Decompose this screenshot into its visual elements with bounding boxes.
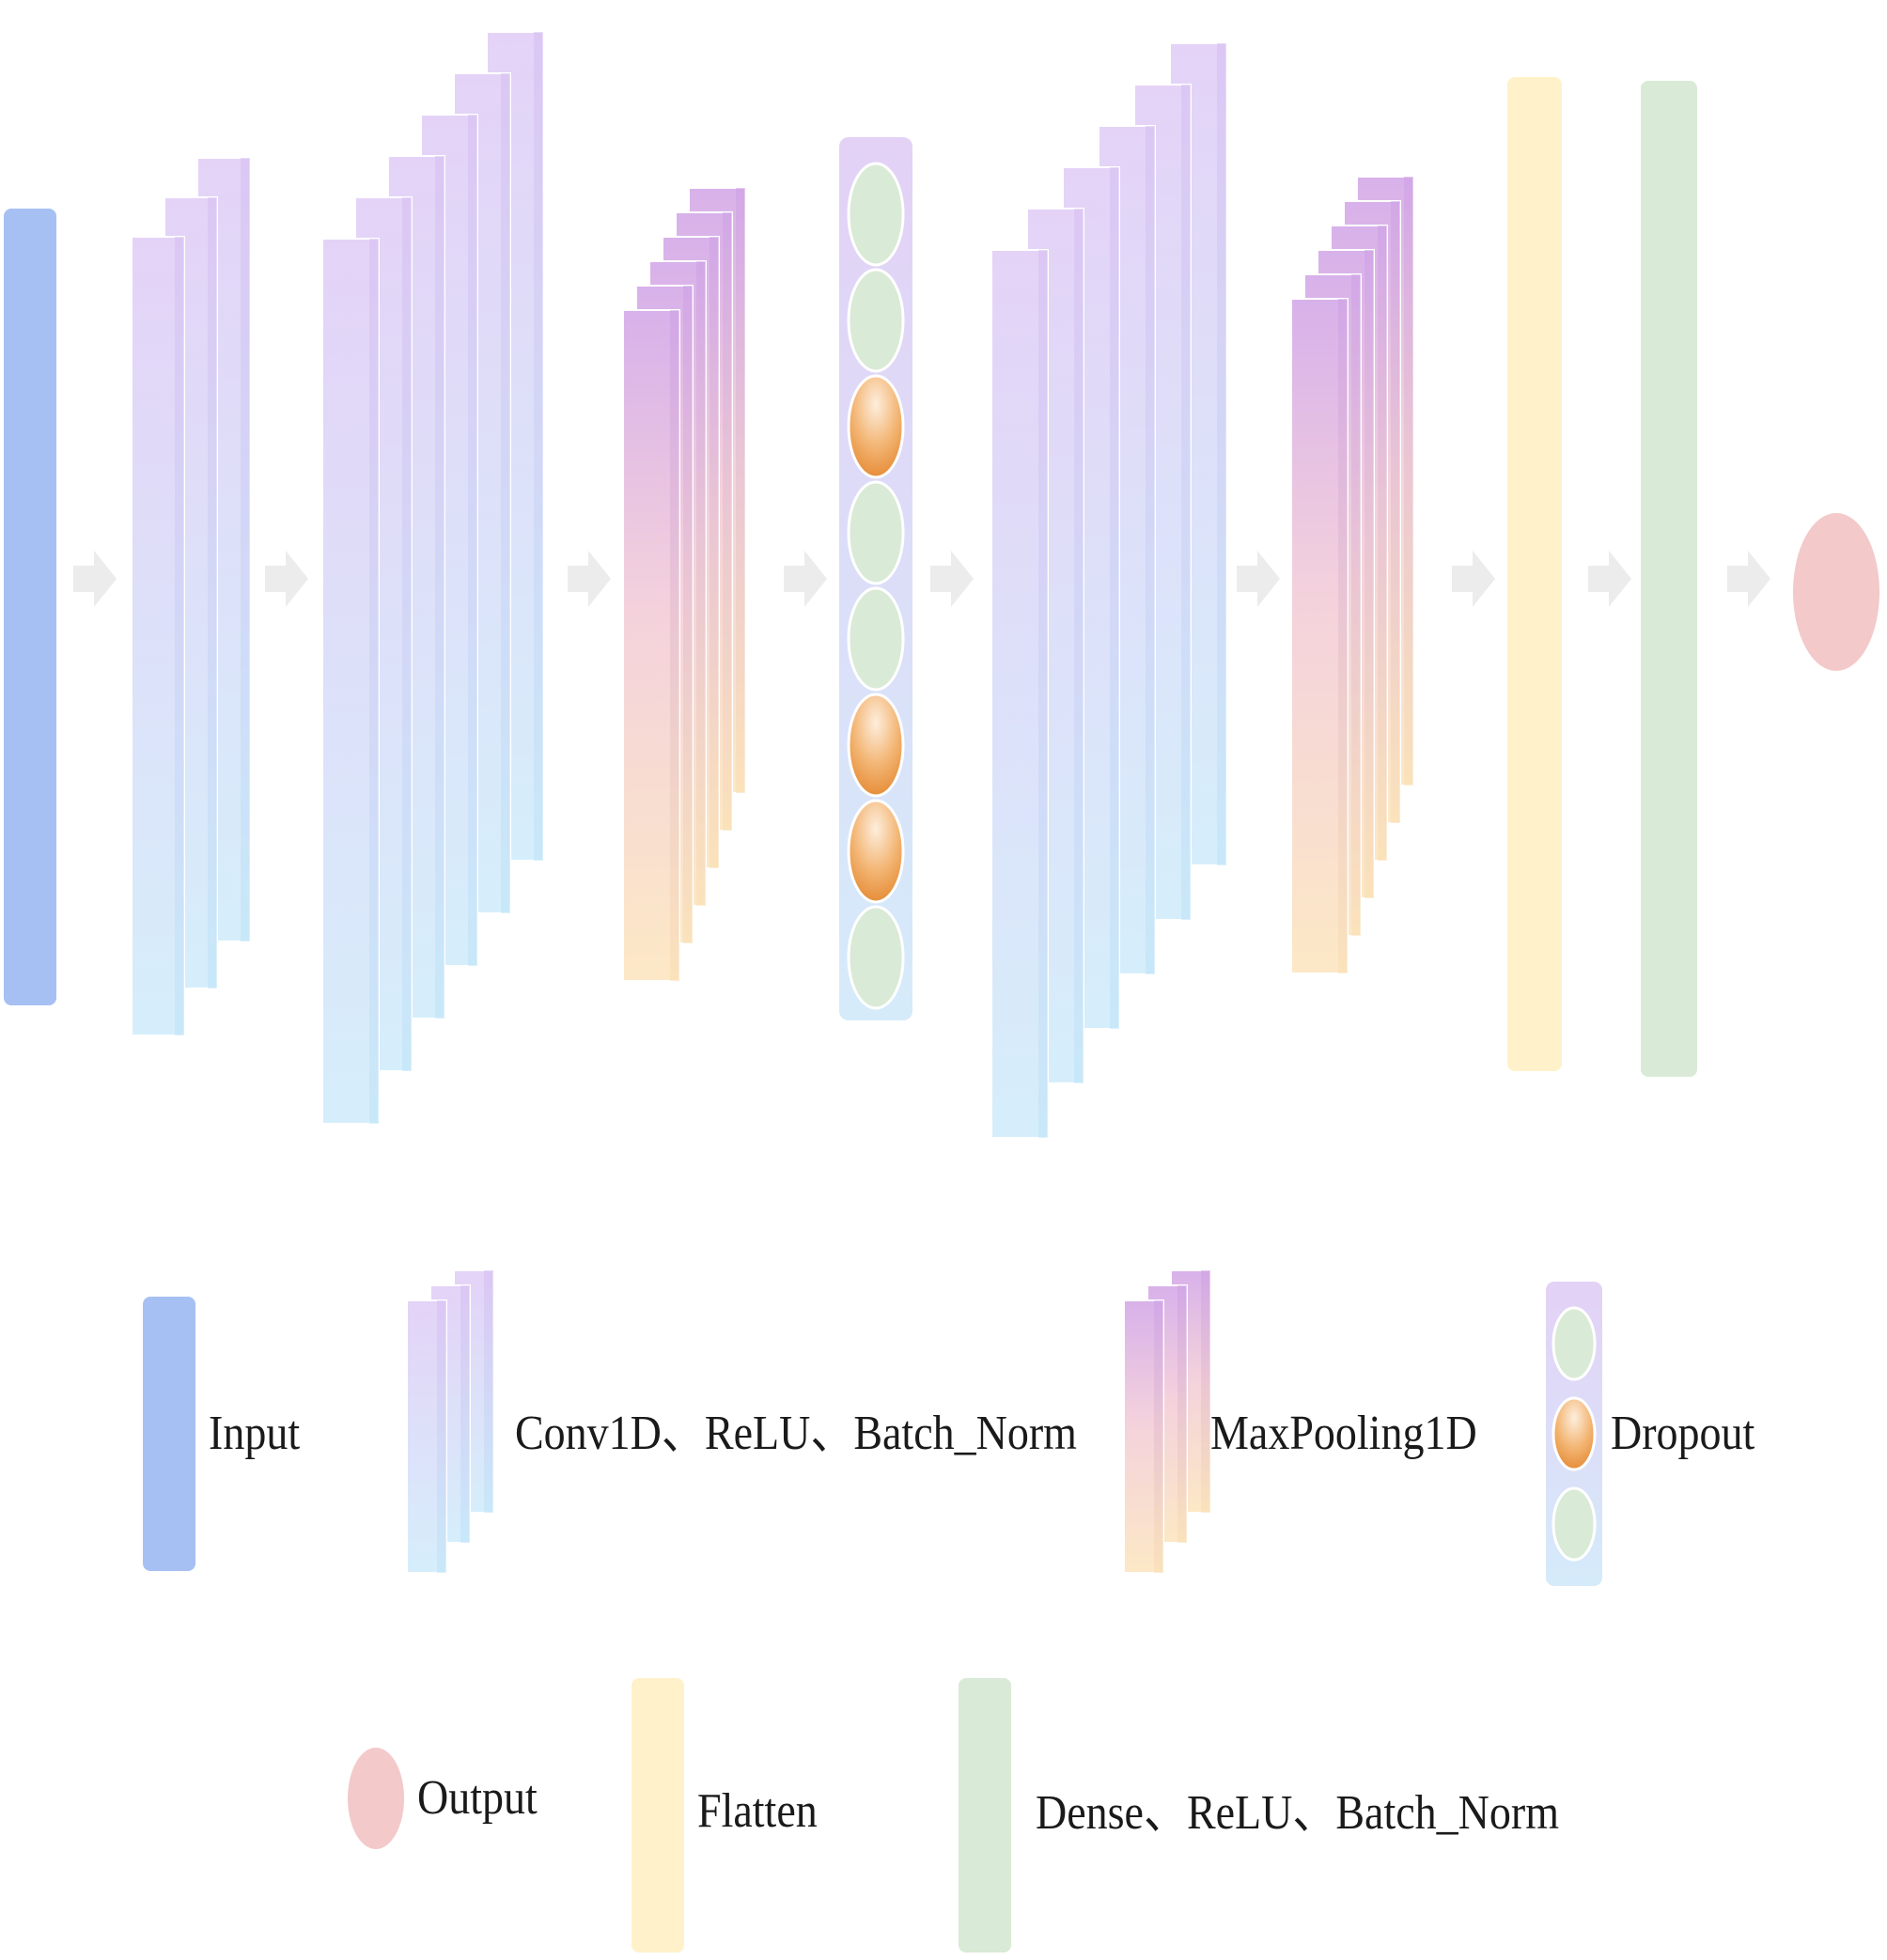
conv-slice-edge — [1110, 167, 1119, 1029]
pool-slice-edge — [1338, 299, 1348, 973]
dropout-kept-node — [847, 905, 905, 1010]
pool-slice-edge — [723, 212, 732, 831]
legend-dense-swatch — [959, 1678, 1011, 1952]
legend-flatten-swatch — [632, 1678, 684, 1952]
dropout-kept-node — [847, 480, 905, 585]
conv-slice-edge — [1181, 85, 1191, 920]
legend — [143, 1269, 1602, 1952]
legend-pool-swatch — [1123, 1269, 1211, 1574]
network-row — [4, 31, 1879, 1139]
pool-slice-edge — [696, 261, 706, 906]
conv-slice-edge — [1038, 250, 1048, 1138]
conv-slice-edge — [534, 32, 543, 861]
dropout-dropped-node — [847, 692, 905, 798]
dense-layer — [1641, 81, 1697, 1077]
conv-slice-edge — [1074, 209, 1084, 1083]
conv-block-1 — [131, 157, 251, 1036]
pool-slice-edge — [1391, 201, 1400, 823]
flow-arrow — [784, 551, 827, 607]
dropout-kept-node — [847, 586, 905, 692]
conv-slice-edge — [175, 237, 184, 1035]
legend-dropout-drop-node — [1552, 1396, 1597, 1471]
conv-block-3 — [990, 42, 1227, 1139]
legend-pool-label: MaxPooling1D — [1210, 1405, 1477, 1459]
flatten-layer — [1507, 77, 1562, 1071]
conv-slice-edge — [435, 156, 444, 1019]
dropout-dropped-node — [847, 799, 905, 904]
input-layer — [4, 209, 56, 1005]
dropout-dropped-node — [847, 374, 905, 479]
pool-slice-edge — [670, 310, 679, 981]
flow-arrow — [568, 551, 611, 607]
conv-slice-edge — [1146, 126, 1155, 974]
conv-slice-edge — [369, 239, 379, 1124]
pool-slice-edge — [1365, 250, 1374, 898]
flow-arrow — [1727, 551, 1770, 607]
pool-slice-edge — [736, 188, 745, 793]
legend-dense-label: Dense、ReLU、Batch_Norm — [1036, 1784, 1559, 1839]
dropout-kept-node — [847, 268, 905, 373]
legend-conv-slice-edge — [437, 1300, 446, 1573]
flow-arrow — [73, 551, 117, 607]
legend-conv-slice-edge — [460, 1285, 470, 1543]
output-node — [1793, 513, 1879, 671]
flow-arrow — [1237, 551, 1280, 607]
conv-slice-edge — [1217, 43, 1226, 865]
flow-arrow — [1588, 551, 1631, 607]
conv-slice-edge — [468, 115, 477, 966]
legend-output-label: Output — [417, 1769, 538, 1824]
dropout-block — [839, 137, 912, 1020]
pool-slice-edge — [1378, 226, 1387, 861]
conv-slice-edge — [501, 73, 510, 913]
legend-input-label: Input — [209, 1405, 301, 1459]
legend-pool-slice-edge — [1177, 1285, 1187, 1543]
legend-conv-label: Conv1D、ReLU、Batch_Norm — [515, 1405, 1077, 1459]
legend-conv-slice-edge — [484, 1270, 493, 1513]
legend-pool-slice-edge — [1154, 1300, 1163, 1573]
legend-input-swatch — [143, 1297, 195, 1571]
flow-arrow — [1452, 551, 1495, 607]
legend-dropout-swatch — [1546, 1282, 1602, 1586]
conv-slice-edge — [208, 197, 217, 988]
legend-dropout-keep-node — [1552, 1306, 1597, 1381]
conv-slice-edge — [402, 197, 412, 1071]
dropout-kept-node — [847, 162, 905, 267]
pool-slice-edge — [1351, 274, 1361, 936]
pool-slice-edge — [683, 286, 693, 943]
flow-arrow — [930, 551, 974, 607]
conv-block-2 — [321, 31, 544, 1125]
legend-flatten-label: Flatten — [697, 1782, 818, 1837]
legend-dropout-keep-node — [1552, 1486, 1597, 1562]
maxpool-block-2 — [1290, 176, 1414, 974]
legend-conv-swatch — [406, 1269, 494, 1574]
flow-arrow — [265, 551, 308, 607]
conv-slice-edge — [241, 158, 250, 941]
legend-dropout-label: Dropout — [1611, 1405, 1755, 1459]
legend-output-swatch — [348, 1748, 404, 1849]
maxpool-block-1 — [622, 187, 746, 982]
legend-pool-slice-edge — [1201, 1270, 1210, 1513]
pool-slice-edge — [1404, 177, 1413, 786]
flow-arrows — [73, 551, 1770, 607]
pool-slice-edge — [710, 237, 719, 868]
